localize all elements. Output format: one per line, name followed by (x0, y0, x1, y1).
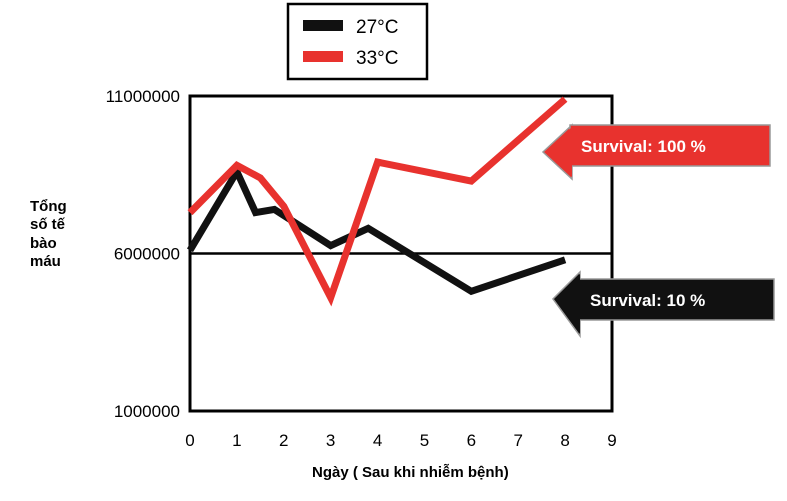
x-tick-label-8: 8 (560, 431, 569, 450)
x-tick-label-5: 5 (420, 431, 429, 450)
x-tick-label-2: 2 (279, 431, 288, 450)
y-axis-title: Tổng số tế bào máu (30, 198, 71, 270)
y-tick-label-1: 6000000 (114, 245, 180, 264)
y-tick-label-0: 1000000 (114, 402, 180, 421)
y-axis-title-line-2: số tế (30, 216, 66, 233)
callout-text-10: Survival: 10 % (590, 291, 705, 310)
legend-swatch-27c (303, 20, 343, 31)
x-tick-label-9: 9 (607, 431, 616, 450)
x-tick-label-3: 3 (326, 431, 335, 450)
callout-box-100 (569, 124, 771, 167)
callout-box-10 (577, 278, 775, 321)
callout-survival-10: Survival: 10 % (552, 270, 775, 339)
series-line-33c (187, 96, 568, 307)
callout-survival-100: Survival: 100 % (541, 123, 771, 181)
legend-swatch-33c (303, 51, 343, 62)
x-tick-label-4: 4 (373, 431, 382, 450)
legend-label-33c: 33°C (356, 48, 398, 69)
series-line-27c (186, 164, 567, 296)
x-axis-title: Ngày ( Sau khi nhiễm bệnh) (312, 464, 509, 481)
x-tick-label-6: 6 (467, 431, 476, 450)
x-tick-label-1: 1 (232, 431, 241, 450)
callout-text-100: Survival: 100 % (581, 137, 706, 156)
x-tick-labels: 0 1 2 3 4 5 6 7 8 9 (185, 431, 616, 450)
y-axis-title-line-4: máu (30, 253, 61, 270)
y-tick-label-2: 11000000 (106, 87, 180, 106)
legend-box (286, 2, 429, 81)
legend-label-27c: 27°C (356, 17, 398, 38)
x-tick-label-7: 7 (513, 431, 522, 450)
y-axis-title-line-1: Tổng (30, 198, 67, 215)
x-tick-label-0: 0 (185, 431, 194, 450)
y-tick-labels: 1000000 6000000 11000000 (106, 87, 180, 421)
legend: 27°C 33°C (286, 2, 429, 81)
y-axis-title-line-3: bào (30, 235, 57, 252)
